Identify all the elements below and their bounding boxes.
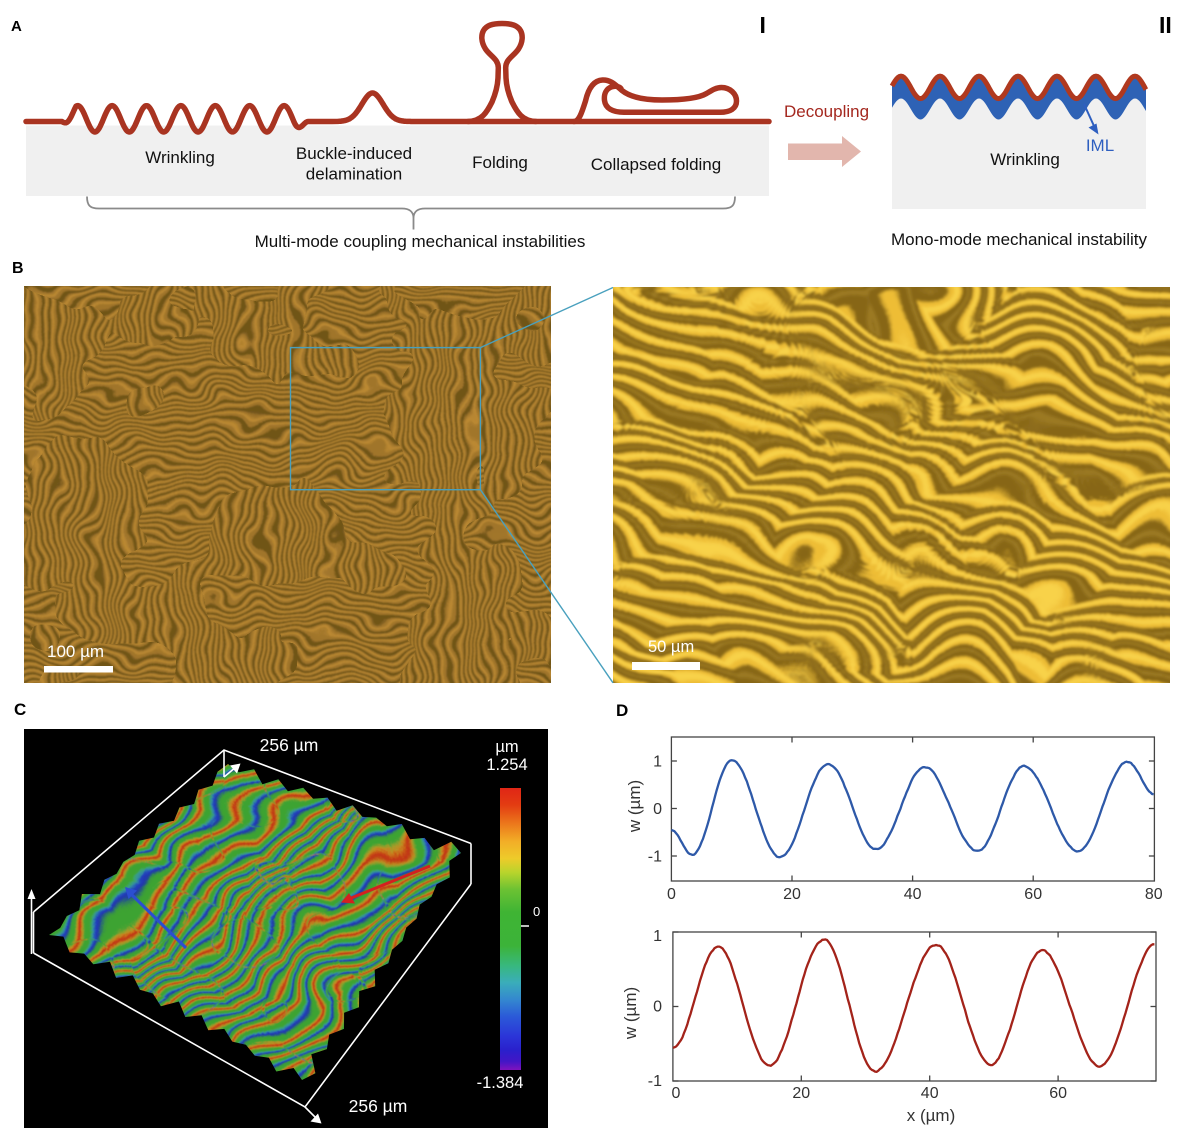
svg-text:delamination: delamination (306, 165, 402, 184)
svg-text:Decoupling: Decoupling (784, 102, 869, 121)
svg-text:60: 60 (1024, 886, 1042, 903)
svg-text:1: 1 (653, 754, 662, 771)
svg-text:I: I (760, 12, 766, 38)
svg-text:100 µm: 100 µm (47, 642, 104, 661)
svg-text:60: 60 (1049, 1085, 1067, 1102)
svg-text:80: 80 (1145, 886, 1163, 903)
svg-text:0: 0 (667, 886, 676, 903)
svg-text:40: 40 (904, 886, 922, 903)
svg-text:1: 1 (653, 928, 662, 945)
svg-text:256 µm: 256 µm (260, 735, 319, 755)
svg-text:Mono-mode mechanical instabili: Mono-mode mechanical instability (891, 230, 1148, 249)
svg-text:256 µm: 256 µm (349, 1096, 408, 1116)
svg-text:-1: -1 (648, 1073, 662, 1090)
svg-text:Buckle-induced: Buckle-induced (296, 144, 412, 163)
svg-text:D: D (616, 701, 628, 720)
svg-text:20: 20 (783, 886, 801, 903)
svg-text:0: 0 (653, 999, 662, 1016)
svg-text:Wrinkling: Wrinkling (145, 148, 215, 167)
svg-text:B: B (12, 260, 24, 277)
svg-text:II: II (1159, 12, 1172, 38)
svg-text:w (µm): w (µm) (625, 780, 644, 833)
svg-text:0: 0 (672, 1085, 681, 1102)
svg-text:Folding: Folding (472, 153, 528, 172)
svg-text:0: 0 (653, 801, 662, 818)
svg-text:50 µm: 50 µm (648, 638, 694, 656)
svg-text:Collapsed folding: Collapsed folding (591, 155, 721, 174)
svg-text:-1: -1 (648, 849, 662, 866)
svg-text:IML: IML (1086, 136, 1114, 155)
svg-text:20: 20 (792, 1085, 810, 1102)
svg-text:40: 40 (921, 1085, 939, 1102)
svg-text:µm: µm (495, 738, 518, 756)
svg-text:Wrinkling: Wrinkling (990, 150, 1060, 169)
svg-text:A: A (11, 18, 22, 35)
svg-text:x (µm): x (µm) (907, 1106, 956, 1125)
svg-text:C: C (14, 700, 26, 719)
svg-text:1.254: 1.254 (486, 756, 527, 774)
svg-text:-1.384: -1.384 (477, 1074, 524, 1092)
svg-text:w (µm): w (µm) (621, 987, 640, 1040)
svg-text:Multi-mode coupling mechanical: Multi-mode coupling mechanical instabili… (255, 232, 586, 251)
svg-text:0: 0 (533, 904, 540, 919)
